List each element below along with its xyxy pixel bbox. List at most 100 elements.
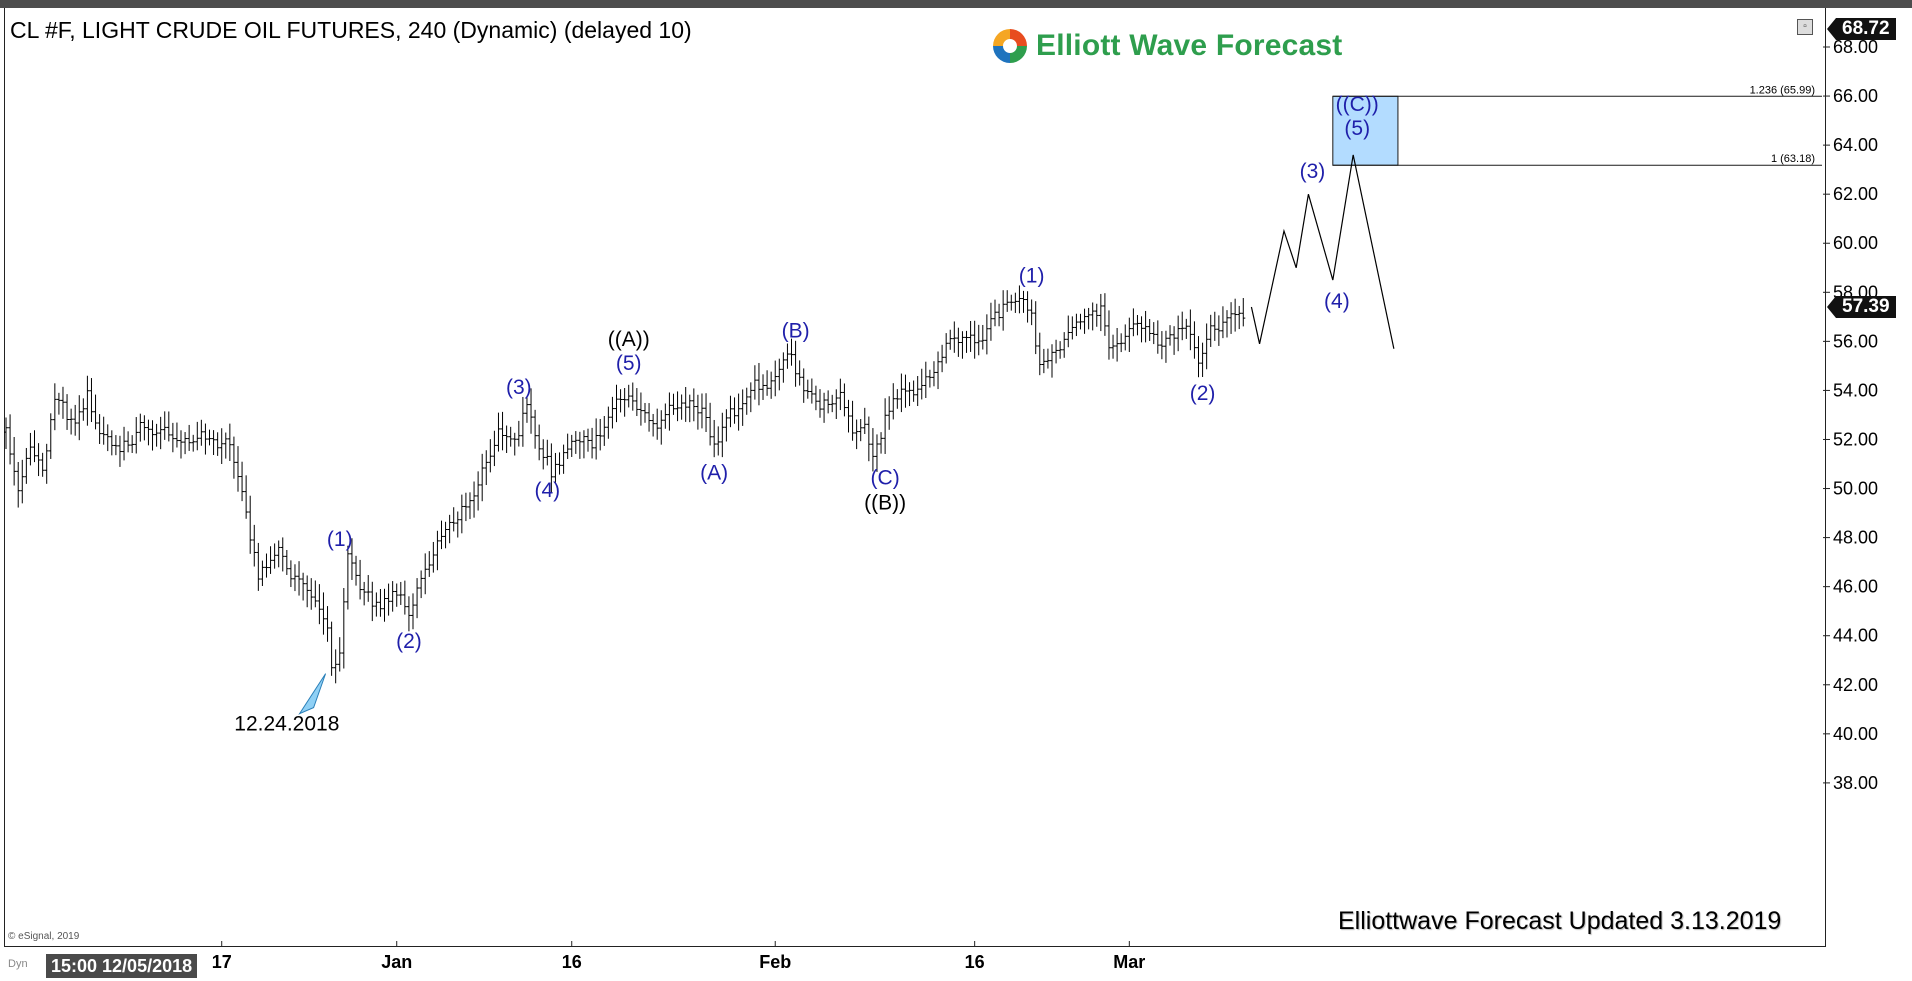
price-bar bbox=[1163, 330, 1168, 363]
price-bar bbox=[52, 383, 57, 431]
price-bar bbox=[488, 439, 493, 473]
price-bar bbox=[231, 436, 236, 479]
price-bar bbox=[402, 580, 407, 615]
price-bar bbox=[85, 375, 90, 426]
y-axis: 38.00 40.00 42.00 44.00 46.00 48.00 50.00 52.00… bbox=[1823, 37, 1878, 793]
brand-name: Elliott Wave Forecast bbox=[1036, 29, 1343, 62]
price-bar bbox=[1147, 319, 1152, 341]
price-bar bbox=[891, 383, 896, 420]
y-tick-label: 60.00 bbox=[1833, 233, 1878, 253]
price-bar bbox=[573, 431, 578, 454]
brand-logo-block[interactable]: Elliott Wave Forecast bbox=[990, 24, 1343, 68]
y-tick-label: 66.00 bbox=[1833, 86, 1878, 106]
price-bar bbox=[138, 413, 143, 442]
elliott-wave-logo-icon bbox=[992, 28, 1028, 64]
price-bar bbox=[524, 396, 529, 423]
price-bar bbox=[813, 385, 818, 411]
price-bar bbox=[1233, 298, 1238, 332]
restore-icon[interactable]: ▫ bbox=[1797, 19, 1813, 35]
price-bar bbox=[288, 560, 293, 588]
price-bar bbox=[223, 432, 228, 459]
price-bar bbox=[997, 303, 1002, 327]
price-bar bbox=[1070, 316, 1075, 340]
price-bar bbox=[1196, 336, 1201, 378]
price-bar bbox=[834, 389, 839, 419]
price-bar bbox=[264, 553, 269, 578]
price-bar bbox=[166, 411, 171, 442]
price-bar bbox=[801, 368, 806, 403]
price-bar bbox=[240, 461, 245, 502]
price-bar bbox=[948, 329, 953, 350]
price-bar bbox=[695, 394, 700, 430]
price-bar bbox=[793, 340, 798, 387]
triangle-marker-icon bbox=[298, 673, 327, 715]
price-bar bbox=[370, 581, 375, 622]
price-bar bbox=[976, 324, 981, 356]
price-bar bbox=[65, 394, 70, 430]
price-bar bbox=[362, 581, 367, 606]
price-bar bbox=[158, 416, 163, 450]
price-bar bbox=[529, 388, 534, 434]
price-bar bbox=[386, 583, 391, 616]
price-bar bbox=[341, 588, 346, 669]
price-bar bbox=[81, 398, 86, 421]
price-bar bbox=[219, 428, 224, 465]
price-bar bbox=[1041, 348, 1046, 374]
wave-label: (B) bbox=[782, 320, 810, 343]
price-bar bbox=[451, 507, 456, 532]
price-bar bbox=[797, 360, 802, 386]
price-bar bbox=[203, 423, 208, 455]
wave-label: 12.24.2018 bbox=[234, 713, 339, 736]
fib-level-label: 1.236 (65.99) bbox=[1750, 84, 1815, 96]
updated-note: Elliottwave Forecast Updated 3.13.2019 bbox=[1338, 907, 1782, 935]
price-bar bbox=[610, 396, 615, 429]
price-bar bbox=[101, 416, 106, 445]
price-bar bbox=[1176, 315, 1181, 352]
price-bar bbox=[406, 596, 411, 632]
price-bar bbox=[394, 583, 399, 607]
price-bar bbox=[512, 432, 517, 456]
price-bar bbox=[1143, 310, 1148, 343]
price-bar bbox=[309, 578, 314, 610]
price-bar bbox=[195, 421, 200, 451]
price-bar bbox=[838, 378, 843, 411]
price-bar bbox=[1078, 313, 1083, 330]
price-bar bbox=[60, 386, 65, 419]
price-bar bbox=[1123, 324, 1128, 351]
price-bar bbox=[586, 428, 591, 452]
price-bar bbox=[569, 434, 574, 457]
esignal-watermark: © eSignal, 2019 bbox=[8, 931, 80, 942]
price-bar bbox=[854, 419, 859, 450]
y-tick-label: 68.00 bbox=[1833, 37, 1878, 57]
price-bar bbox=[887, 396, 892, 430]
wave-label: (4) bbox=[1324, 290, 1350, 313]
price-bar bbox=[708, 402, 713, 446]
price-bar bbox=[663, 403, 668, 429]
y-tick-label: 62.00 bbox=[1833, 184, 1878, 204]
price-bar bbox=[520, 396, 525, 447]
price-bar bbox=[1151, 322, 1156, 345]
price-bar bbox=[594, 418, 599, 460]
price-bar bbox=[537, 424, 542, 461]
y-tick-label: 54.00 bbox=[1833, 380, 1878, 400]
x-tick-label: Jan bbox=[381, 952, 412, 972]
price-bar bbox=[870, 428, 875, 472]
price-bar bbox=[199, 419, 204, 446]
price-bar bbox=[1082, 308, 1087, 334]
price-bar bbox=[785, 343, 790, 369]
price-bar bbox=[993, 299, 998, 327]
price-bar bbox=[463, 492, 468, 522]
price-bar bbox=[899, 373, 904, 413]
price-bar bbox=[1135, 314, 1140, 336]
price-bar bbox=[533, 409, 538, 449]
price-bar bbox=[467, 492, 472, 520]
wave-labels: (1)(2)(3)(4)(5)((A))(A)(B)(C)((B))(1)(2)… bbox=[234, 93, 1379, 736]
fib-level-label: 1 (63.18) bbox=[1771, 153, 1815, 165]
price-bar bbox=[1013, 292, 1018, 313]
price-bar bbox=[805, 379, 810, 399]
price-bar bbox=[952, 321, 957, 353]
price-bar bbox=[903, 374, 908, 408]
price-bar bbox=[1229, 302, 1234, 334]
top-price-tag: 68.72 bbox=[1827, 18, 1896, 41]
